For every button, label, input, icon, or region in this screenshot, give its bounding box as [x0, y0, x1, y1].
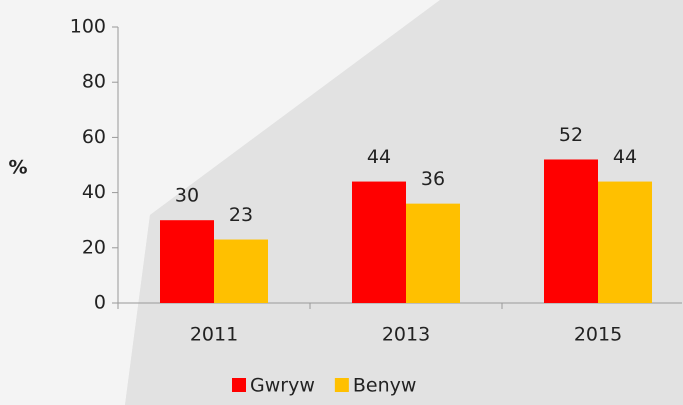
data-label: 23	[229, 204, 253, 226]
data-label: 36	[421, 168, 445, 190]
data-label: 44	[613, 146, 637, 168]
background-shape	[0, 0, 440, 405]
y-tick-label: 0	[94, 292, 106, 314]
legend-label: Gwryw	[250, 375, 315, 397]
y-tick-label: 20	[82, 236, 106, 258]
bar	[406, 203, 460, 303]
legend-swatch	[334, 378, 349, 392]
legend-label: Benyw	[353, 375, 417, 397]
y-tick-label: 40	[82, 181, 106, 203]
y-axis-label: %	[8, 157, 27, 179]
legend-swatch	[232, 378, 246, 392]
bar	[598, 181, 652, 303]
y-tick-label: 100	[70, 16, 106, 38]
data-label: 52	[559, 124, 583, 146]
x-tick-label: 2011	[190, 324, 238, 346]
y-tick-label: 60	[82, 126, 106, 148]
bar	[214, 239, 268, 303]
data-label: 30	[175, 185, 199, 207]
x-tick-label: 2013	[382, 324, 430, 346]
x-tick-label: 2015	[574, 324, 622, 346]
bar	[160, 220, 214, 303]
bar	[544, 159, 598, 303]
y-tick-label: 80	[82, 71, 106, 93]
bar	[352, 181, 406, 303]
data-label: 44	[367, 146, 391, 168]
